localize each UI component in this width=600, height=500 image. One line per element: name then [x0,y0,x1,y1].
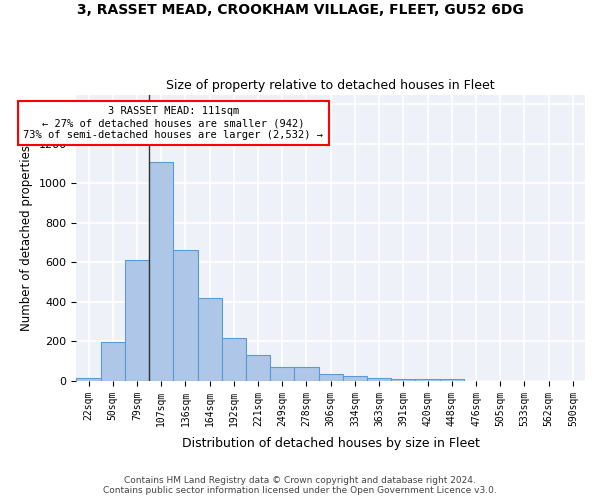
Bar [246,355,270,381]
Text: 3, RASSET MEAD, CROOKHAM VILLAGE, FLEET, GU52 6DG: 3, RASSET MEAD, CROOKHAM VILLAGE, FLEET,… [77,2,523,16]
Bar [391,378,415,381]
Y-axis label: Number of detached properties: Number of detached properties [20,144,33,330]
Bar [295,367,319,381]
Title: Size of property relative to detached houses in Fleet: Size of property relative to detached ho… [166,79,495,92]
Bar [440,379,464,381]
Bar [173,250,197,381]
Bar [319,374,343,381]
Bar [367,378,391,381]
Bar [222,338,246,381]
Bar [149,162,173,381]
Bar [101,342,125,381]
X-axis label: Distribution of detached houses by size in Fleet: Distribution of detached houses by size … [182,437,479,450]
Text: 3 RASSET MEAD: 111sqm
← 27% of detached houses are smaller (942)
73% of semi-det: 3 RASSET MEAD: 111sqm ← 27% of detached … [23,106,323,140]
Bar [197,298,222,381]
Bar [76,378,101,381]
Bar [415,380,440,381]
Bar [125,260,149,381]
Text: Contains HM Land Registry data © Crown copyright and database right 2024.
Contai: Contains HM Land Registry data © Crown c… [103,476,497,495]
Bar [343,376,367,381]
Bar [270,367,295,381]
